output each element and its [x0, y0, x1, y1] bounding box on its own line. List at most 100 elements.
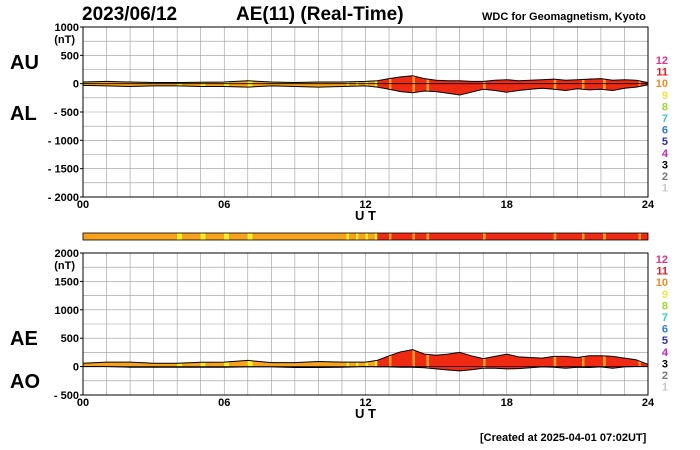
activity-bar-frame — [82, 232, 649, 241]
activity-fill-segment — [414, 349, 427, 371]
x-axis-label: U T — [355, 406, 376, 421]
ae-ao-panel: 2000 1500 1000 500 0 - 500 (nT) 00 06 12 18 24 U T — [54, 248, 655, 421]
legend-level: 7 — [662, 113, 668, 125]
activity-bar-segment — [414, 233, 427, 240]
au-label: AU — [10, 52, 39, 74]
x-tick-label: 24 — [642, 397, 655, 409]
x-tick-label: 24 — [642, 199, 655, 211]
y-unit-label: (nT) — [54, 34, 75, 46]
legend-level: 12 — [656, 254, 668, 266]
activity-bar-segment — [349, 233, 357, 240]
legend-level: 5 — [662, 136, 668, 148]
activity-fill-segment — [426, 349, 430, 371]
activity-bar-segment — [346, 233, 350, 240]
activity-fill-segment — [483, 75, 486, 95]
activity-fill-segment — [358, 75, 366, 95]
y-tick-label: - 500 — [54, 390, 79, 402]
activity-bar-segment — [582, 233, 585, 240]
activity-fill-segment — [365, 75, 368, 95]
y-tick-label: - 1000 — [48, 135, 79, 147]
legend-level: 11 — [656, 266, 668, 278]
activity-fill-segment — [200, 75, 206, 95]
activity-fill-segment — [374, 75, 378, 95]
source-label: WDC for Geomagnetism, Kyoto — [482, 11, 646, 23]
activity-bar-segment — [426, 233, 430, 240]
y-tick-label: 500 — [61, 50, 79, 62]
y-tick-label: - 2000 — [48, 192, 79, 204]
activity-fill-segment — [603, 75, 606, 95]
activity-bar-segment — [603, 233, 606, 240]
plot-frame — [82, 252, 649, 396]
activity-fill-segment — [367, 75, 375, 95]
activity-bar-segment — [638, 233, 641, 240]
y-tick-label: - 500 — [54, 107, 79, 119]
legend-level: 11 — [656, 67, 668, 79]
date-title: 2023/06/12 — [82, 4, 178, 25]
activity-bar-segment — [83, 233, 178, 240]
x-tick-label: 12 — [359, 199, 371, 211]
activity-bar-segment — [367, 233, 375, 240]
legend-level: 8 — [662, 101, 668, 113]
legend-level: 9 — [662, 90, 668, 102]
activity-bar-segment — [483, 233, 486, 240]
activity-fill-segment — [377, 75, 390, 95]
activity-fill-segment — [553, 75, 557, 95]
activity-bar-segment — [556, 233, 583, 240]
activity-bar-segment — [485, 233, 554, 240]
activity-fill-segment — [389, 349, 392, 371]
activity-fill-segment — [356, 75, 359, 95]
activity-bar-segment — [553, 233, 557, 240]
y-tick-label: 0 — [73, 362, 79, 374]
activity-fill-segment — [177, 75, 182, 95]
legend-level: 8 — [662, 300, 668, 312]
activity-fill-segment — [603, 349, 606, 371]
activity-fill-segment — [483, 349, 486, 371]
activity-fill-segment — [412, 75, 415, 95]
activity-fill-segment — [247, 75, 253, 95]
x-tick-label: 12 — [359, 397, 371, 409]
activity-bar-segment — [389, 233, 392, 240]
activity-bar-segment — [356, 233, 359, 240]
y-tick-label: 500 — [61, 333, 79, 345]
ae-label: AE — [10, 328, 38, 350]
legend-level: 4 — [662, 347, 669, 359]
legend-level: 6 — [662, 125, 668, 137]
legend-level: 2 — [662, 370, 668, 382]
activity-bar-segment — [181, 233, 201, 240]
legend-level: 5 — [662, 335, 668, 347]
activity-fill-segment — [391, 75, 413, 95]
legend-level: 1 — [662, 183, 668, 195]
x-tick-label: 00 — [77, 397, 89, 409]
x-tick-label: 18 — [501, 397, 513, 409]
activity-fill-segment — [349, 75, 357, 95]
y-tick-label: 1000 — [55, 305, 79, 317]
activity-fill-segment — [638, 75, 641, 95]
ao-label: AO — [10, 371, 40, 393]
activity-fill-segment — [224, 75, 229, 95]
legend-level: 12 — [656, 55, 668, 67]
activity-fill-segment — [426, 75, 430, 95]
activity-fill-segment — [582, 349, 585, 371]
activity-fill-segment — [346, 75, 350, 95]
activity-bar-segment — [412, 233, 415, 240]
activity-fill-segment — [582, 75, 585, 95]
activity-fill-segment — [412, 349, 415, 371]
activity-fill-segment — [389, 75, 392, 95]
y-tick-label: 1500 — [55, 276, 79, 288]
activity-bar-segment — [228, 233, 248, 240]
legend-level: 10 — [656, 277, 668, 289]
activity-level-bar — [82, 232, 649, 241]
legend-level: 2 — [662, 171, 668, 183]
y-tick-label: 2000 — [55, 248, 79, 260]
legend-level: 3 — [662, 159, 668, 171]
activity-bar-segment — [429, 233, 484, 240]
activity-bar-segment — [605, 233, 639, 240]
legend-level: 7 — [662, 312, 668, 324]
x-axis-label: U T — [355, 208, 376, 223]
activity-bar-segment — [391, 233, 413, 240]
legend-level: 1 — [662, 382, 668, 394]
y-tick-label: 1000 — [55, 22, 79, 34]
created-timestamp: [Created at 2025-04-01 07:02UT] — [480, 432, 647, 444]
